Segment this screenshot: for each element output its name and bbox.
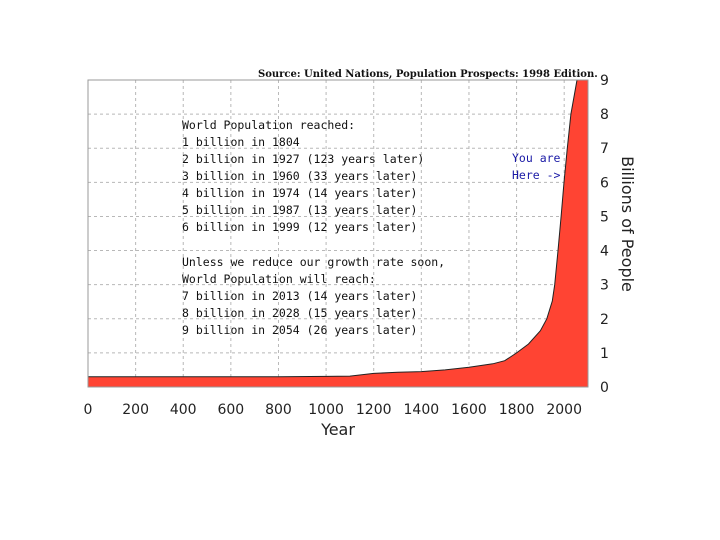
x-tick-label: 200	[122, 402, 149, 418]
you-are-here-line: Here ->	[512, 168, 561, 182]
annotation-line: 7 billion in 2013 (14 years later)	[182, 289, 417, 303]
annotation-line: 3 billion in 1960 (33 years later)	[182, 169, 417, 183]
y-tick-label: 2	[600, 312, 609, 328]
annotation-line: 6 billion in 1999 (12 years later)	[182, 220, 417, 234]
y-tick-label: 3	[600, 278, 609, 294]
y-tick-label: 7	[600, 141, 609, 157]
x-tick-label: 1600	[451, 402, 487, 418]
x-tick-label: 1000	[308, 402, 344, 418]
annotation-line: 2 billion in 1927 (123 years later)	[182, 152, 424, 166]
annotation-line: 5 billion in 1987 (13 years later)	[182, 203, 417, 217]
x-tick-label: 600	[217, 402, 244, 418]
y-tick-label: 5	[600, 209, 609, 225]
annotation-line: Unless we reduce our growth rate soon,	[182, 255, 445, 269]
population-area	[88, 79, 588, 387]
annotation-line: 4 billion in 1974 (14 years later)	[182, 186, 417, 200]
annotation-line: 9 billion in 2054 (26 years later)	[182, 323, 417, 337]
annotation-line: 8 billion in 2028 (15 years later)	[182, 306, 417, 320]
x-tick-label: 0	[84, 402, 93, 418]
x-tick-label: 1200	[356, 402, 392, 418]
y-tick-label: 4	[600, 244, 609, 260]
you-are-here-annotation: You are Here ->	[512, 151, 561, 182]
gridlines	[88, 80, 588, 387]
x-tick-label: 2000	[546, 402, 582, 418]
y-axis-title: Billions of People	[618, 156, 637, 292]
population-area-fill	[88, 80, 588, 387]
x-tick-label: 1400	[404, 402, 440, 418]
reached-annotation: World Population reached: 1 billion in 18…	[182, 118, 424, 234]
y-tick-labels: 0 1 2 3 4 5 6 7 8 9	[600, 73, 609, 396]
y-tick-label: 6	[600, 175, 609, 191]
y-tick-label: 8	[600, 107, 609, 123]
you-are-here-line: You are	[512, 151, 561, 165]
x-tick-labels: 0 200 400 600 800 1000 1200 1400 1600 1800 2000	[84, 402, 582, 418]
y-tick-label: 0	[600, 380, 609, 396]
y-tick-label: 1	[600, 346, 609, 362]
x-tick-label: 1800	[499, 402, 535, 418]
annotation-line: World Population will reach:	[182, 272, 376, 286]
y-tick-label: 9	[600, 73, 609, 89]
future-annotation: Unless we reduce our growth rate soon, Wo…	[182, 255, 445, 337]
x-axis-title: Year	[320, 420, 355, 439]
plot-border	[87, 79, 589, 388]
source-note: Source: United Nations, Population Prosp…	[258, 69, 598, 80]
x-tick-label: 400	[170, 402, 197, 418]
x-tick-label: 800	[265, 402, 292, 418]
annotation-line: World Population reached:	[182, 118, 355, 132]
population-line	[88, 79, 588, 378]
annotation-line: 1 billion in 1804	[182, 135, 300, 149]
